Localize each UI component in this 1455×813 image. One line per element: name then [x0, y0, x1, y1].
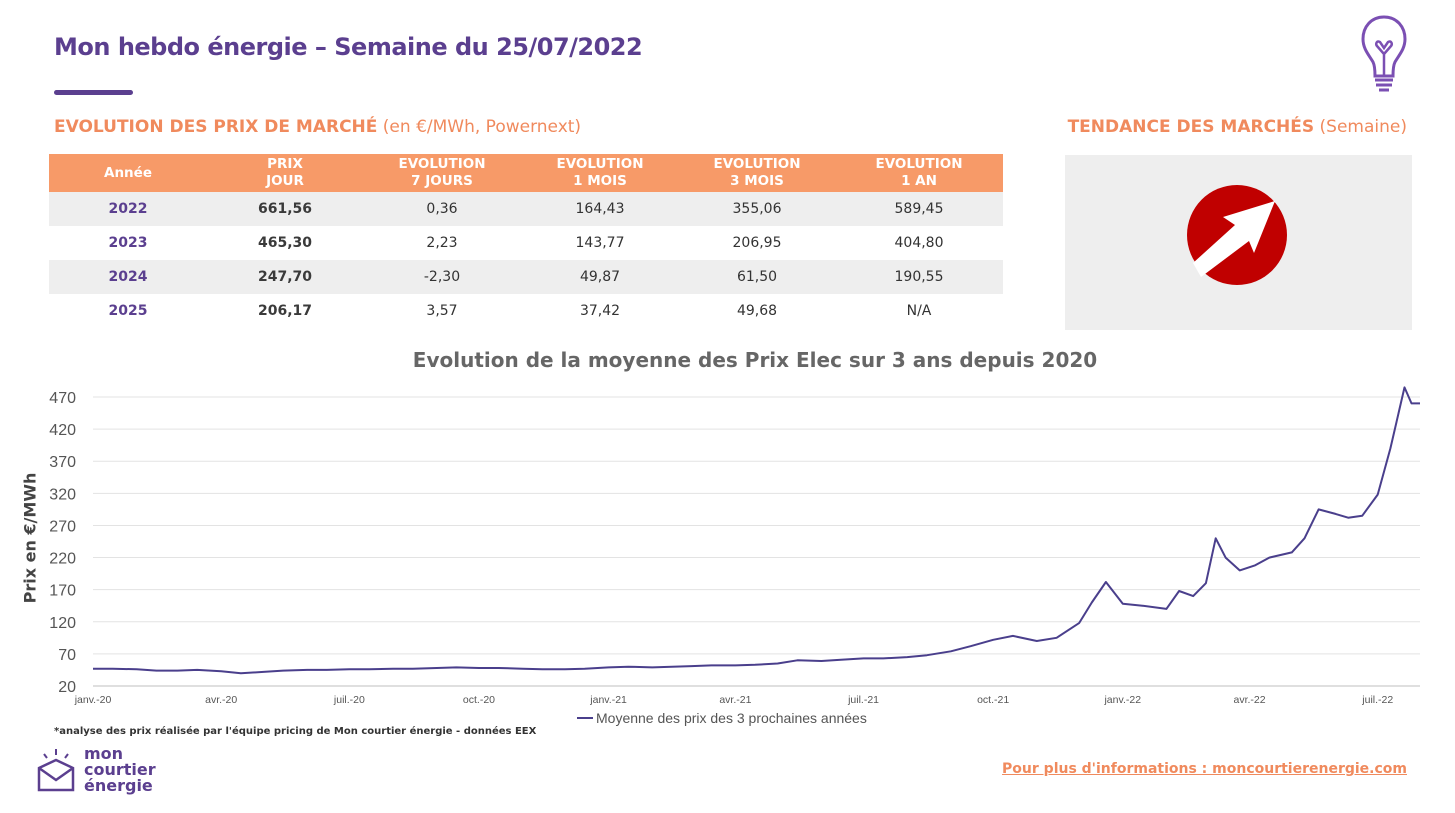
- y-tick-label: 120: [49, 615, 76, 632]
- logo-icon: [37, 749, 75, 792]
- x-tick-label: oct.-20: [463, 694, 495, 706]
- y-tick-label: 220: [49, 551, 76, 568]
- series-line: [93, 386, 1420, 675]
- table-header-row: Année PRIX JOUR EVOLUTION 7 JOURS EVOLUT…: [49, 154, 1003, 192]
- cell-price: 465,30: [257, 235, 313, 251]
- x-tick-label: juil.-20: [333, 694, 365, 706]
- logo-wordmark: mon courtier énergie: [84, 744, 156, 795]
- y-tick-label: 270: [49, 518, 76, 535]
- cell-price: 661,56: [207, 192, 363, 226]
- table-row: 2022 661,56 0,36 164,43 355,06 589,45: [49, 192, 1003, 226]
- cell-evo-1m: 37,42: [579, 303, 621, 319]
- x-tick-label: juil.-21: [847, 694, 879, 706]
- x-tick-label: oct.-21: [977, 694, 1009, 706]
- table-row: 2024 247,70 -2,30 49,87 61,50 190,55: [49, 260, 1003, 294]
- market-trend-panel: [1065, 155, 1412, 330]
- cell-evo-1y: 190,55: [835, 260, 1003, 294]
- cell-evo-7d: 3,57: [426, 303, 458, 319]
- cell-price: 247,70: [207, 260, 363, 294]
- trend-up-arrow-icon: [1187, 185, 1287, 285]
- y-tick-label: 370: [49, 454, 76, 471]
- cell-year: 2025: [108, 303, 148, 319]
- cell-evo-7d: 0,36: [363, 192, 521, 226]
- x-tick-label: juil.-22: [1361, 694, 1393, 706]
- table-row: 2025 206,17 3,57 37,42 49,68 N/A: [49, 294, 1003, 328]
- column-header-evo-1m: EVOLUTION 1 MOIS: [521, 154, 679, 192]
- more-info-link[interactable]: Pour plus d'informations : moncourtieren…: [1002, 761, 1407, 777]
- table-row: 2023 465,30 2,23 143,77 206,95 404,80: [49, 226, 1003, 260]
- y-tick-label: 170: [49, 583, 76, 600]
- cell-evo-7d: 2,23: [426, 235, 458, 251]
- footnote: *analyse des prix réalisée par l'équipe …: [54, 726, 537, 737]
- cell-evo-7d: -2,30: [363, 260, 521, 294]
- y-tick-label: 320: [49, 486, 76, 503]
- x-tick-label: avr.-21: [719, 694, 751, 706]
- market-trend-heading: TENDANCE DES MARCHÉS (Semaine): [1067, 117, 1407, 137]
- x-tick-label: avr.-22: [1233, 694, 1265, 706]
- cell-evo-3m: 49,68: [736, 303, 778, 319]
- brand-logo: mon courtier énergie: [36, 746, 176, 798]
- x-tick-label: avr.-20: [205, 694, 237, 706]
- chart-title: Evolution de la moyenne des Prix Elec su…: [412, 348, 1098, 372]
- column-header-evo-1y: EVOLUTION 1 AN: [835, 154, 1003, 192]
- market-prices-table: Année PRIX JOUR EVOLUTION 7 JOURS EVOLUT…: [49, 154, 1003, 328]
- y-tick-label: 20: [58, 679, 76, 696]
- x-tick-label: janv.-21: [589, 694, 627, 706]
- cell-evo-1m: 49,87: [521, 260, 679, 294]
- cell-year: 2023: [108, 235, 148, 251]
- x-tick-label: janv.-20: [74, 694, 112, 706]
- cell-year: 2024: [49, 260, 207, 294]
- cell-evo-3m: 355,06: [679, 192, 835, 226]
- cell-evo-1y: 589,45: [835, 192, 1003, 226]
- legend-label: Moyenne des prix des 3 prochaines années: [596, 710, 867, 726]
- y-tick-label: 420: [49, 422, 76, 439]
- cell-evo-3m: 61,50: [679, 260, 835, 294]
- cell-evo-1y: N/A: [906, 303, 932, 319]
- y-tick-label: 70: [58, 647, 76, 664]
- cell-year: 2022: [49, 192, 207, 226]
- cell-evo-1y: 404,80: [894, 235, 944, 251]
- title-underline: [54, 90, 133, 95]
- x-tick-label: janv.-22: [1103, 694, 1141, 706]
- market-prices-heading: EVOLUTION DES PRIX DE MARCHÉ (en €/MWh, …: [54, 117, 582, 137]
- column-header-evo-3m: EVOLUTION 3 MOIS: [679, 154, 835, 192]
- cell-evo-1m: 143,77: [575, 235, 625, 251]
- cell-price: 206,17: [257, 303, 313, 319]
- cell-evo-1m: 164,43: [521, 192, 679, 226]
- column-header-price: PRIX JOUR: [207, 154, 363, 192]
- column-header-year: Année: [49, 154, 207, 192]
- y-tick-label: 470: [49, 390, 76, 407]
- page-title: Mon hebdo énergie – Semaine du 25/07/202…: [54, 33, 643, 61]
- column-header-evo-7d: EVOLUTION 7 JOURS: [363, 154, 521, 192]
- cell-evo-3m: 206,95: [732, 235, 782, 251]
- lightbulb-icon: [1361, 15, 1407, 92]
